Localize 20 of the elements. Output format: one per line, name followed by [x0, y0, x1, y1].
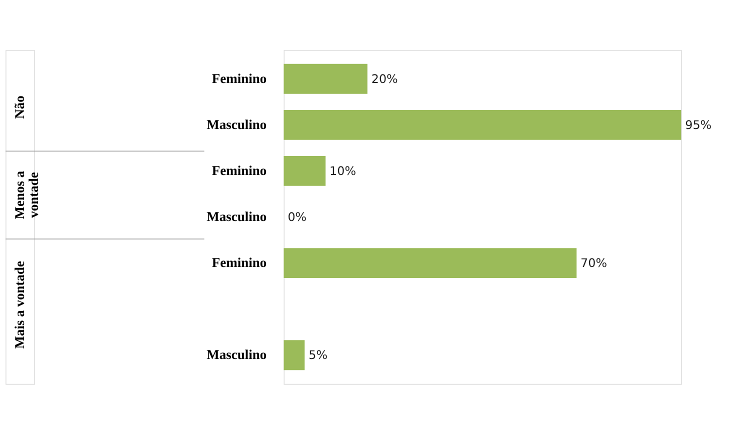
- y-tick-label: Feminino: [212, 162, 267, 178]
- y-tick-label: Masculino: [206, 116, 267, 132]
- y-tick-label: Masculino: [206, 208, 267, 224]
- y-tick-label: Feminino: [212, 255, 267, 270]
- bar: [284, 64, 368, 94]
- text: Menos a vontade: [12, 170, 42, 220]
- y-tick-label: Masculino: [206, 347, 267, 362]
- data-label: 10%: [330, 164, 356, 178]
- text: Mais a vontade: [12, 260, 27, 349]
- data-label: 5%: [308, 348, 328, 362]
- data-label: 0%: [288, 210, 307, 224]
- data-label: 70%: [580, 256, 608, 270]
- data-label: 95%: [685, 118, 712, 132]
- text: Não: [12, 95, 27, 119]
- bar: [284, 110, 682, 140]
- bar: [284, 248, 577, 278]
- bar: [284, 340, 305, 370]
- bar: [284, 156, 326, 186]
- data-label: 20%: [371, 72, 398, 86]
- y-tick-label: Feminino: [212, 70, 267, 86]
